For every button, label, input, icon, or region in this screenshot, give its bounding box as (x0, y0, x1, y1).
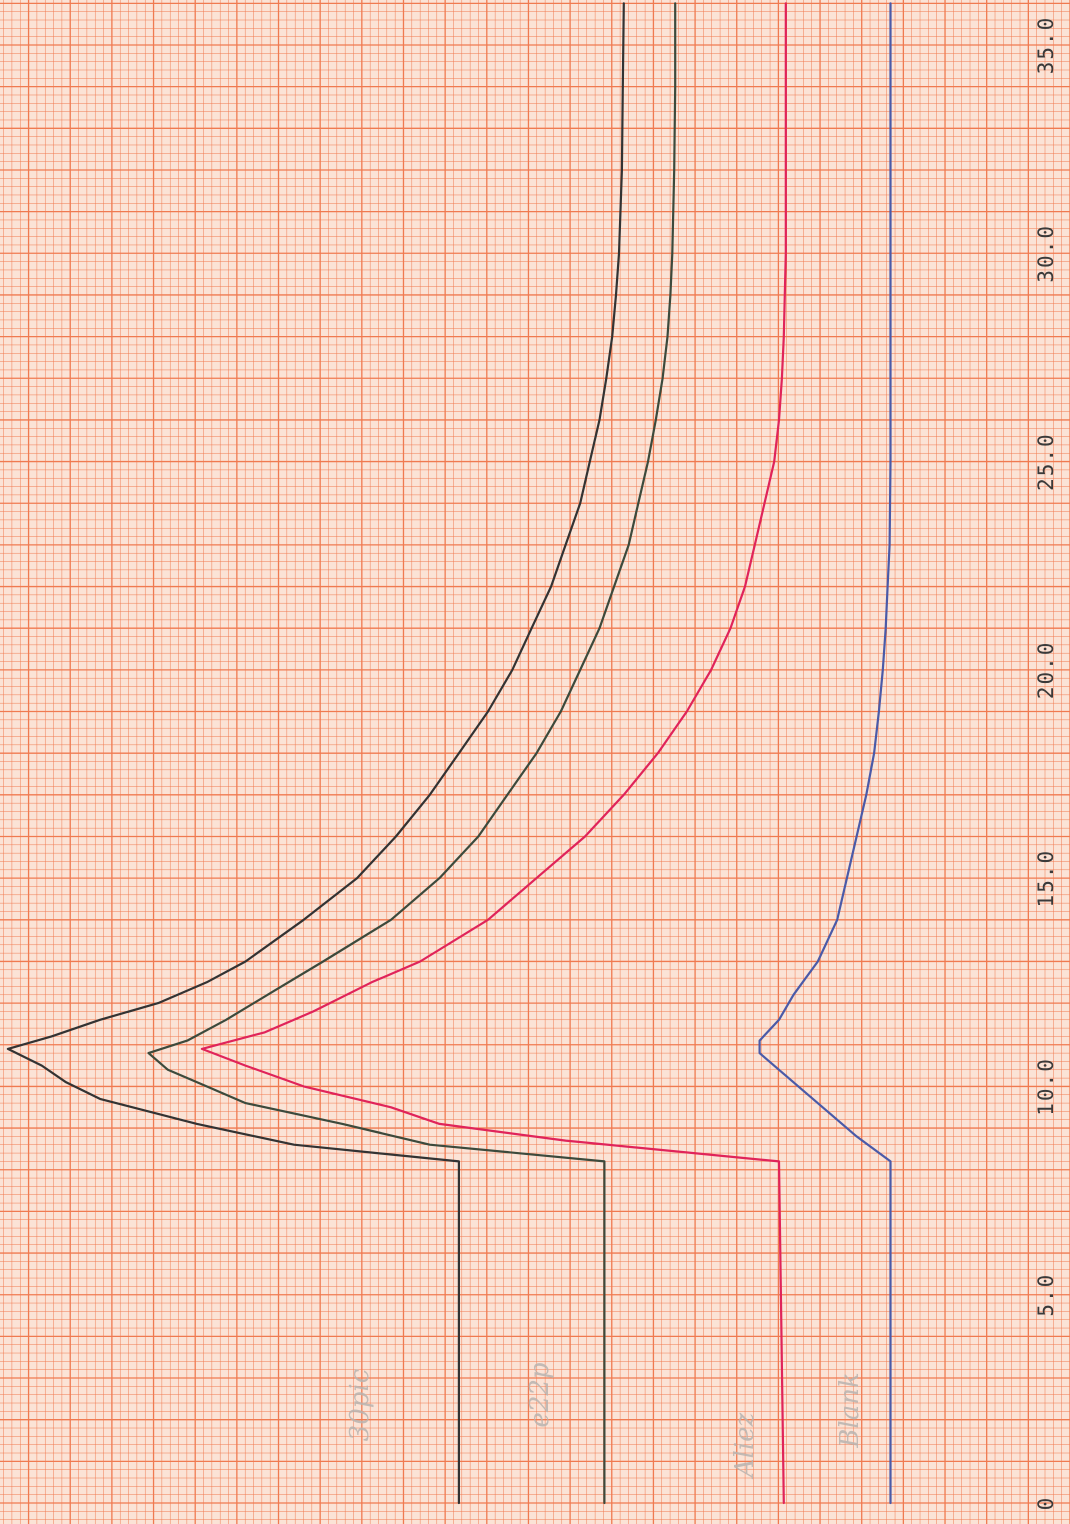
tick-label: 5.0 (1034, 1273, 1058, 1317)
annotation-label: Aliez (730, 1412, 760, 1479)
series-trace-e22p (147, 2, 677, 1505)
series-trace-aliez (200, 2, 787, 1505)
series-trace-blank (758, 2, 892, 1505)
time-axis-ticks: 0 5.0 10.0 15.0 20.0 25.0 30.0 35.0 (1034, 16, 1058, 1511)
tick-label: 35.0 (1034, 16, 1058, 75)
tick-label: 25.0 (1034, 432, 1058, 491)
series-trace-30pic (6, 2, 625, 1505)
tick-label: 0 (1034, 1496, 1058, 1511)
tick-label: 10.0 (1034, 1057, 1058, 1116)
annotation-label: Blank (835, 1372, 865, 1448)
annotation-label: e22p (525, 1362, 555, 1427)
tick-label: 20.0 (1034, 641, 1058, 700)
annotation-label: 30pic (345, 1368, 375, 1441)
tick-label: 30.0 (1034, 224, 1058, 283)
series-group (6, 2, 892, 1505)
tick-label: 15.0 (1034, 849, 1058, 908)
handwritten-labels: 30pic e22p Aliez Blank (345, 1362, 865, 1479)
